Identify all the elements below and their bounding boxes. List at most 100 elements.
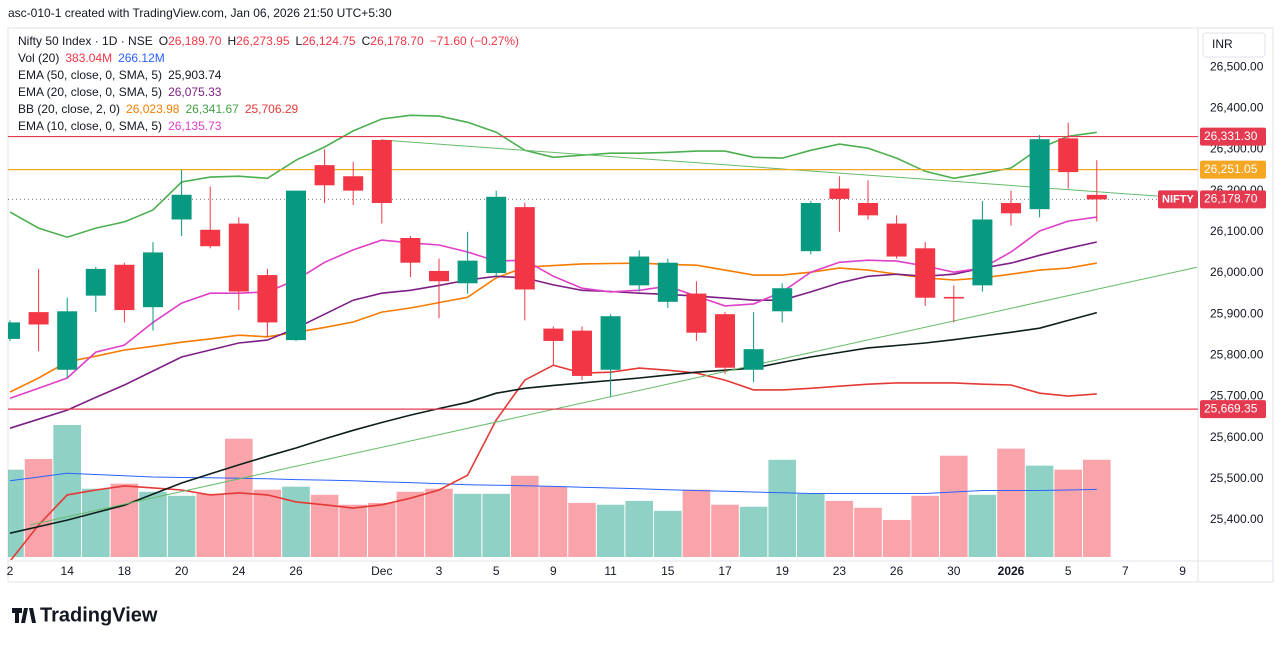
legend-text: O [159,34,168,48]
legend-row: Vol (20) 383.04M 266.12M [18,51,165,65]
candle-body [429,270,449,282]
x-tick-label: 9 [1179,564,1186,578]
candle-body [514,207,535,290]
volume-bar [1025,465,1054,557]
legend-text: 25,706.29 [245,102,299,116]
trendline [381,139,1169,198]
volume-bar [1054,469,1082,557]
volume-bar [940,455,968,557]
x-tick-label: 17 [718,564,732,578]
legend-row: EMA (50, close, 0, SMA, 5) 25,903.74 [18,68,222,82]
volume-bar [339,504,367,557]
hline-box [1200,160,1266,179]
hline-label: 26,331.30 [1204,129,1258,143]
candle-body [85,268,106,296]
currency: INR [1212,37,1233,51]
volume-bar [1083,459,1111,557]
candle-body [800,203,821,252]
candle-body [400,238,421,263]
x-tick-label: 30 [947,564,961,578]
y-tick-label: 25,700.00 [1210,389,1264,403]
y-tick-label: 25,800.00 [1210,348,1264,362]
hline-box [1200,127,1266,146]
volume-bar [196,493,224,557]
legend-text: BB (20, close, 2, 0) [18,102,120,116]
candle-body [28,312,49,325]
legend-row: EMA (20, close, 0, SMA, 5) 26,075.33 [18,85,222,99]
candle-body [972,219,993,286]
symbol-tag [1158,190,1198,209]
candle-body [829,188,850,199]
legend-text: −71.60 (−0.27%) [430,34,519,48]
legend-text: 26,023.98 [126,102,180,116]
legend-text: 26,135.73 [168,119,222,133]
volume-bar [654,510,682,557]
x-tick-label: 9 [550,564,557,578]
logo-text: TradingView [40,604,158,626]
legend-text: 26,273.95 [236,34,290,48]
volume-bar [225,438,253,557]
legend-text: 26,075.33 [168,85,222,99]
indicator-line [9,114,1097,239]
x-tick-label: 26 [289,564,303,578]
volume-bar [396,491,425,557]
currency-box[interactable] [1202,32,1266,58]
candle-body [715,314,735,368]
legend-text: C [362,34,371,48]
candle-body [1001,203,1021,214]
x-tick-label: 24 [232,564,246,578]
x-tick-label: 26 [890,564,904,578]
volume-bar [768,459,796,557]
candle-body [200,229,221,247]
legend-text: L [296,34,303,48]
symbol-tag-label: NIFTY [1162,193,1194,205]
candle-body [1086,194,1107,200]
legend-row: BB (20, close, 2, 0) 26,023.98 26,341.67 25… [18,102,299,116]
legend-text: H [227,34,236,48]
legend-text: EMA (10, close, 0, SMA, 5) [18,119,162,133]
candle-body [257,275,278,323]
legend-text: EMA (50, close, 0, SMA, 5) [18,68,162,82]
candle-body [228,223,249,292]
candle-body [886,223,907,257]
volume-bar [882,519,911,557]
candle-body [657,262,678,302]
volume-bar [482,493,510,557]
y-tick-label: 26,000.00 [1210,265,1264,279]
candle-body [486,196,507,273]
volume-bar [511,475,539,557]
legend-row: EMA (10, close, 0, SMA, 5) 26,135.73 [18,119,222,133]
legend-text: Vol (20) [18,51,59,65]
volume-bar [825,500,854,557]
volume-bar [425,488,453,557]
candle-body [772,288,793,312]
volume-bar [53,425,81,557]
legend-text: 383.04M [65,51,112,65]
indicator-line [9,311,1098,534]
volume-bar [24,459,53,557]
x-tick-label: 14 [61,564,75,578]
candle-body [143,252,163,308]
plot [8,114,1198,560]
x-tick-label: 15 [661,564,675,578]
candle-body [629,256,650,286]
indicator-line [9,216,1097,399]
candle-body [600,316,621,370]
volume-ma [9,472,1097,494]
volume-bar [854,507,882,557]
candle-body [171,194,192,220]
hline-label: 26,251.05 [1204,162,1258,176]
volume-bar [453,493,482,557]
x-tick-label: 3 [436,564,443,578]
volume-bar [797,493,825,557]
last-price-box [1200,190,1266,209]
legend-text: 26,178.70 [370,34,424,48]
hline-box [1200,400,1266,419]
volume-bar [282,486,310,557]
y-tick-label: 25,400.00 [1210,512,1264,526]
candle-body [314,165,335,186]
volume-bar [368,502,396,557]
frame [7,27,1274,583]
